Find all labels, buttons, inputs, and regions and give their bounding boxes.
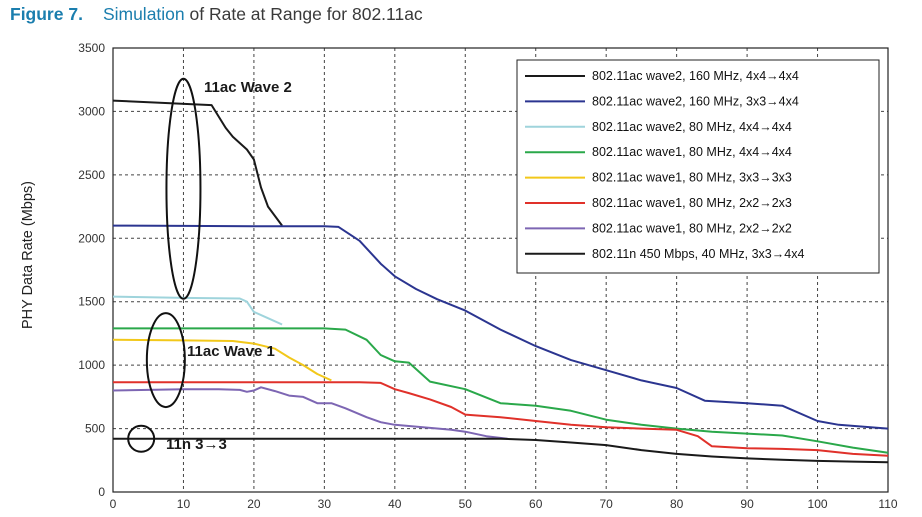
y-tick-label: 2000 bbox=[78, 231, 105, 245]
title-link[interactable]: Simulation bbox=[102, 4, 185, 24]
x-tick-label: 60 bbox=[529, 497, 543, 511]
legend-label: 802.11ac wave2, 160 MHz, 4x4→4x4 bbox=[592, 69, 799, 83]
legend-label: 802.11ac wave2, 80 MHz, 4x4→4x4 bbox=[592, 120, 792, 134]
plot-border bbox=[112, 47, 889, 493]
wave2-ellipse bbox=[165, 77, 202, 300]
legend-label: 802.11ac wave1, 80 MHz, 2x2→2x2 bbox=[592, 221, 792, 235]
legend-label: 802.11n 450 Mbps, 40 MHz, 3x3→4x4 bbox=[592, 247, 804, 261]
legend-label: 802.11ac wave1, 80 MHz, 4x4→4x4 bbox=[592, 145, 792, 159]
figure-label: Figure 7. bbox=[10, 4, 83, 24]
y-axis-title: PHY Data Rate (Mbps) bbox=[20, 181, 36, 329]
x-tick-label: 70 bbox=[600, 497, 614, 511]
annotation-label: 11ac Wave 1 bbox=[187, 343, 275, 360]
x-tick-label: 20 bbox=[247, 497, 261, 511]
series-line-2 bbox=[112, 224, 889, 430]
annotations: 11ac Wave 2 11ac Wave 1 11n 3→3 bbox=[127, 77, 292, 453]
n-ellipse bbox=[127, 424, 156, 453]
y-tick-label: 3500 bbox=[78, 41, 105, 55]
y-tick-label: 1000 bbox=[78, 358, 105, 372]
annotation-label: 11n 3→3 bbox=[166, 436, 227, 453]
series-line-1 bbox=[112, 99, 283, 227]
annotation-label: 11ac Wave 2 bbox=[204, 79, 292, 96]
x-tick-label: 50 bbox=[459, 497, 473, 511]
legend-box bbox=[516, 59, 880, 274]
tick-labels: 0 10 20 30 40 50 60 70 80 90 100 110 0 500 1000 1500 200… bbox=[78, 41, 898, 511]
series-line-8 bbox=[113, 437, 889, 464]
y-tick-label: 3000 bbox=[78, 104, 105, 118]
legend-label: 802.11ac wave1, 80 MHz, 3x3→3x3 bbox=[592, 171, 792, 185]
x-tick-label: 0 bbox=[110, 497, 117, 511]
figure-caption: Figure 7. Simulation of Rate at Range for… bbox=[10, 4, 423, 25]
x-tick-label: 80 bbox=[670, 497, 684, 511]
series-line-5 bbox=[112, 338, 332, 382]
x-tick-label: 100 bbox=[808, 497, 828, 511]
y-tick-label: 1500 bbox=[78, 295, 105, 309]
x-tick-label: 40 bbox=[388, 497, 402, 511]
y-tick-label: 0 bbox=[98, 485, 105, 499]
legend: 802.11ac wave2, 160 MHz, 4x4→4x4 802.11ac… bbox=[516, 59, 880, 274]
x-tick-label: 110 bbox=[878, 497, 897, 511]
series-line-4 bbox=[113, 327, 889, 454]
x-tick-label: 10 bbox=[177, 497, 191, 511]
x-tick-label: 30 bbox=[318, 497, 332, 511]
legend-label: 802.11ac wave2, 160 MHz, 3x3→4x4 bbox=[592, 94, 799, 108]
series-line-3 bbox=[112, 295, 283, 326]
legend-label: 802.11ac wave1, 80 MHz, 2x2→2x3 bbox=[592, 196, 792, 210]
figure-title: of Rate at Range for 802.11ac bbox=[184, 4, 423, 24]
wave1-ellipse bbox=[145, 312, 186, 409]
x-tick-label: 90 bbox=[740, 497, 754, 511]
y-tick-label: 500 bbox=[85, 422, 105, 436]
plot-frame bbox=[112, 47, 889, 493]
series-line-7 bbox=[112, 386, 508, 440]
series-line-6 bbox=[113, 381, 889, 457]
y-tick-label: 2500 bbox=[78, 168, 105, 182]
